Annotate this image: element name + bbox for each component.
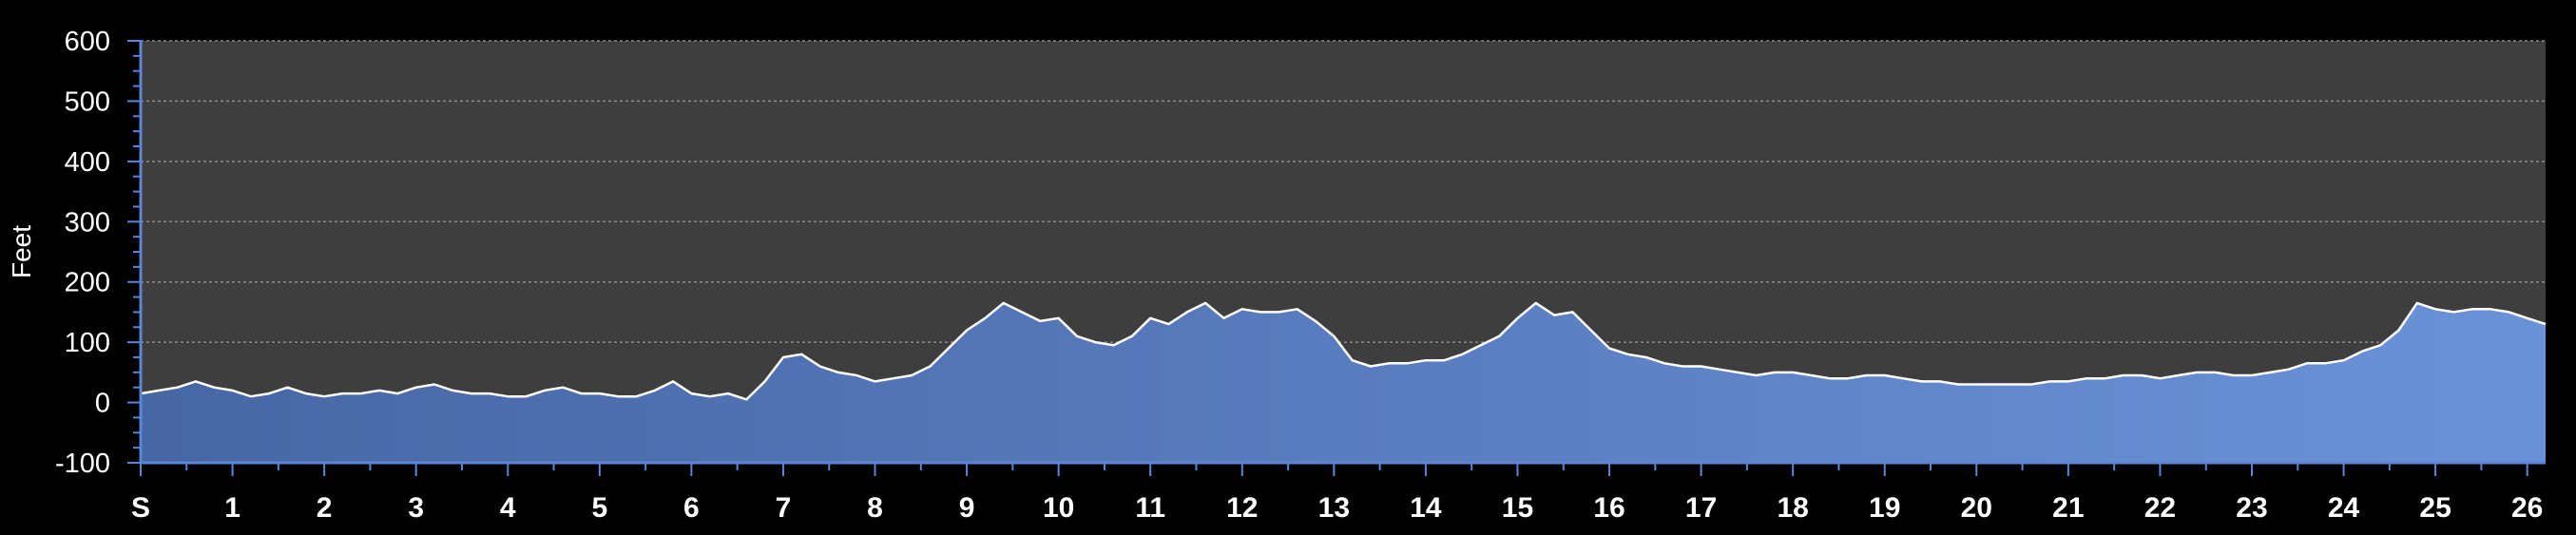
x-tick-label: 11: [1135, 492, 1165, 524]
x-tick-label: 24: [2328, 492, 2360, 524]
x-tick-label: 23: [2236, 492, 2267, 524]
x-tick-label: 21: [2052, 492, 2084, 524]
x-tick-label: 5: [591, 492, 607, 524]
y-tick-label: 600: [65, 27, 110, 57]
x-tick-label: 26: [2511, 492, 2543, 524]
x-tick-label: 2: [317, 492, 333, 524]
x-tick-label: 17: [1685, 492, 1717, 524]
x-tick-label: S: [131, 492, 150, 524]
y-tick-label: 200: [65, 268, 110, 298]
x-tick-label: 8: [867, 492, 883, 524]
x-tick-label: 20: [1961, 492, 1992, 524]
x-tick-label: 10: [1043, 492, 1074, 524]
x-tick-label: 1: [224, 492, 240, 524]
y-tick-label: 500: [65, 86, 110, 117]
x-tick-label: 15: [1502, 492, 1533, 524]
y-tick-label: 400: [65, 147, 110, 178]
y-axis-label: Feet: [7, 225, 36, 278]
x-tick-label: 9: [959, 492, 975, 524]
x-tick-label: 25: [2419, 492, 2451, 524]
x-tick-label: 12: [1226, 492, 1258, 524]
x-tick-label: 22: [2144, 492, 2176, 524]
x-tick-label: 19: [1869, 492, 1900, 524]
elevation-line: [140, 301, 2547, 401]
x-tick-label: 16: [1593, 492, 1624, 524]
x-tick-label: 14: [1410, 492, 1442, 524]
x-tick-label: 7: [776, 492, 792, 524]
y-tick-label: -100: [55, 449, 110, 479]
x-tick-labels: S 1 2 3 4 5 6 7 8 9 10 11 12 13 14 15 16 17 18 19 20 21 22 23 24…: [131, 463, 2543, 524]
y-tick-label: 100: [65, 328, 110, 358]
y-tick-label: 0: [95, 389, 110, 419]
x-tick-label: 4: [500, 492, 516, 524]
x-tick-label: 3: [408, 492, 424, 524]
x-tick-label: 6: [683, 492, 700, 524]
y-tick-labels: -100 0 100 200 300 400 500 600: [55, 27, 141, 479]
x-tick-label: 13: [1318, 492, 1350, 524]
x-tick-label: 18: [1777, 492, 1808, 524]
elevation-area: [141, 302, 2546, 463]
y-tick-label: 300: [65, 207, 110, 238]
